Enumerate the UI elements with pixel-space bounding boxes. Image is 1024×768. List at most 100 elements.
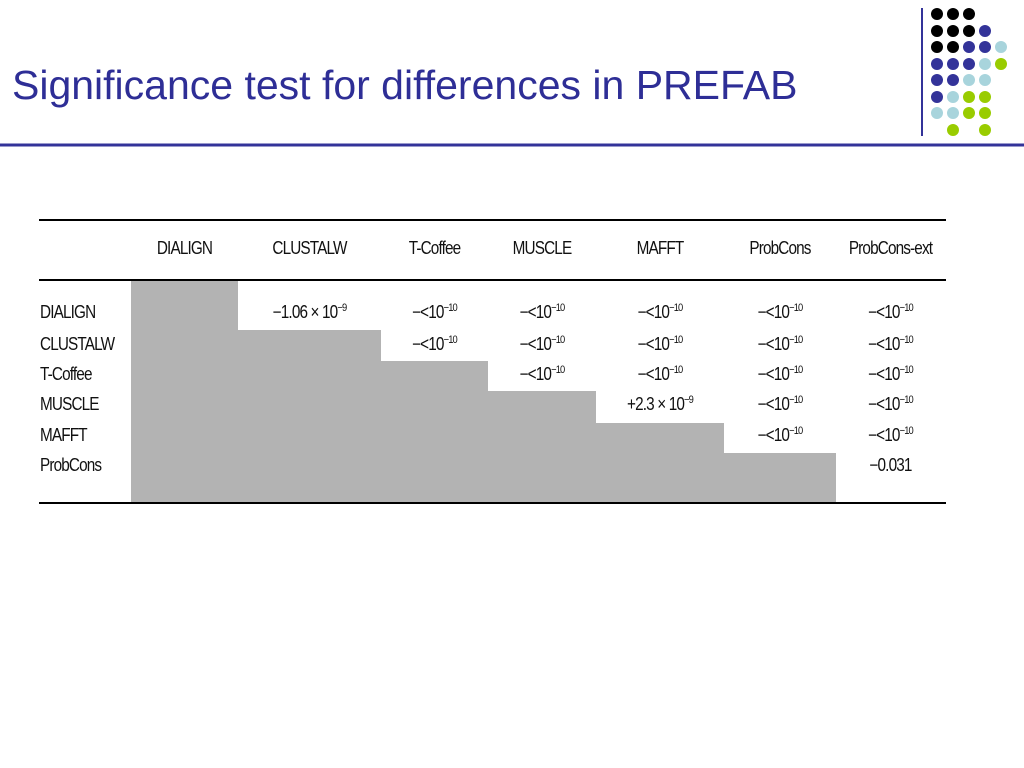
column-header: MAFFT xyxy=(636,238,685,258)
cell: −<10−10 xyxy=(732,334,827,355)
cell-text: −<10 xyxy=(757,364,790,384)
empty-cell xyxy=(381,361,488,391)
table-rule xyxy=(39,502,946,504)
cell: −<10−10 xyxy=(732,302,827,323)
cell-text: −<10 xyxy=(868,302,900,322)
cell: −<10−10 xyxy=(844,425,937,446)
column-header: ProbCons xyxy=(749,238,811,258)
cell: −<10−10 xyxy=(732,425,827,446)
cell-text: −<10 xyxy=(637,334,670,354)
empty-cell xyxy=(596,423,724,453)
cell: −<10−10 xyxy=(496,302,588,323)
cell-exponent: −10 xyxy=(669,302,683,314)
empty-cell xyxy=(131,423,238,453)
cell-exponent: −9 xyxy=(684,394,694,406)
cell: −<10−10 xyxy=(606,364,715,385)
empty-cell xyxy=(131,281,238,330)
cell-exponent: −10 xyxy=(899,425,914,437)
cell-exponent: −10 xyxy=(443,302,458,314)
empty-cell xyxy=(488,423,596,453)
row-label: MAFFT xyxy=(40,425,88,445)
cell: −<10−10 xyxy=(496,334,588,355)
cell-exponent: −10 xyxy=(789,302,803,314)
column-header: T-Coffee xyxy=(408,238,461,258)
cell-text: −<10 xyxy=(637,364,670,384)
cell-exponent: −10 xyxy=(551,302,565,314)
cell-exponent: −10 xyxy=(789,334,803,346)
cell: −<10−10 xyxy=(844,302,937,323)
cell-text: −<10 xyxy=(868,425,900,445)
cell-text: +2.3 × 10 xyxy=(627,394,685,414)
cell-text: −<10 xyxy=(757,394,790,414)
empty-cell xyxy=(131,330,238,361)
cell-exponent: −10 xyxy=(551,364,565,376)
cell-exponent: −10 xyxy=(899,364,914,376)
cell: −<10−10 xyxy=(606,334,715,355)
empty-cell xyxy=(724,453,836,502)
cell-text: −<10 xyxy=(519,302,552,322)
cell-text: −<10 xyxy=(412,302,444,322)
cell: −<10−10 xyxy=(732,394,827,415)
cell-text: −<10 xyxy=(757,425,790,445)
column-header: DIALIGN xyxy=(156,238,213,258)
cell-exponent: −9 xyxy=(337,302,347,314)
empty-cell xyxy=(488,391,596,423)
empty-cell xyxy=(238,453,381,502)
cell-exponent: −10 xyxy=(443,334,458,346)
cell-exponent: −10 xyxy=(899,334,914,346)
cell-text: −<10 xyxy=(757,334,790,354)
cell-text: −<10 xyxy=(519,334,552,354)
cell-exponent: −10 xyxy=(669,364,683,376)
cell-text: −<10 xyxy=(519,364,552,384)
row-label: CLUSTALW xyxy=(40,334,115,354)
empty-cell xyxy=(131,453,238,502)
cell: −<10−10 xyxy=(496,364,588,385)
cell-exponent: −10 xyxy=(899,394,914,406)
cell-exponent: −10 xyxy=(789,425,803,437)
cell: −<10−10 xyxy=(844,334,937,355)
cell-text: −<10 xyxy=(412,334,444,354)
cell-text: −<10 xyxy=(757,302,790,322)
cell: −1.06 × 10−9 xyxy=(249,302,371,323)
row-label: MUSCLE xyxy=(40,394,100,414)
empty-cell xyxy=(488,453,596,502)
cell-text: −0.031 xyxy=(869,455,912,475)
empty-cell xyxy=(596,453,724,502)
slide-title: Significance test for differences in PRE… xyxy=(12,62,798,108)
cell: −<10−10 xyxy=(389,334,480,355)
empty-cell xyxy=(238,391,381,423)
cell: −<10−10 xyxy=(389,302,480,323)
row-label: T-Coffee xyxy=(40,364,92,384)
row-label: DIALIGN xyxy=(40,302,96,322)
cell: −<10−10 xyxy=(606,302,715,323)
empty-cell xyxy=(381,391,488,423)
empty-cell xyxy=(238,361,381,391)
column-header: ProbCons-ext xyxy=(848,238,933,258)
cell: −<10−10 xyxy=(844,364,937,385)
column-header: CLUSTALW xyxy=(272,238,347,258)
cell-exponent: −10 xyxy=(669,334,683,346)
empty-cell xyxy=(131,391,238,423)
row-label: ProbCons xyxy=(40,455,102,475)
empty-cell xyxy=(131,361,238,391)
cell-text: −<10 xyxy=(868,364,900,384)
cell-text: −<10 xyxy=(637,302,670,322)
empty-cell xyxy=(238,423,381,453)
cell-exponent: −10 xyxy=(899,302,914,314)
cell-exponent: −10 xyxy=(789,364,803,376)
cell-exponent: −10 xyxy=(551,334,565,346)
cell-text: −<10 xyxy=(868,334,900,354)
cell: −0.031 xyxy=(844,455,937,476)
column-header: MUSCLE xyxy=(512,238,573,258)
cell-text: −<10 xyxy=(868,394,900,414)
dot-grid xyxy=(931,8,1007,136)
cell-text: −1.06 × 10 xyxy=(272,302,339,322)
table-rule xyxy=(39,219,946,221)
cell: −<10−10 xyxy=(844,394,937,415)
empty-cell xyxy=(381,423,488,453)
table-rule xyxy=(39,279,946,281)
decoration xyxy=(0,8,1024,147)
cell-exponent: −10 xyxy=(789,394,803,406)
